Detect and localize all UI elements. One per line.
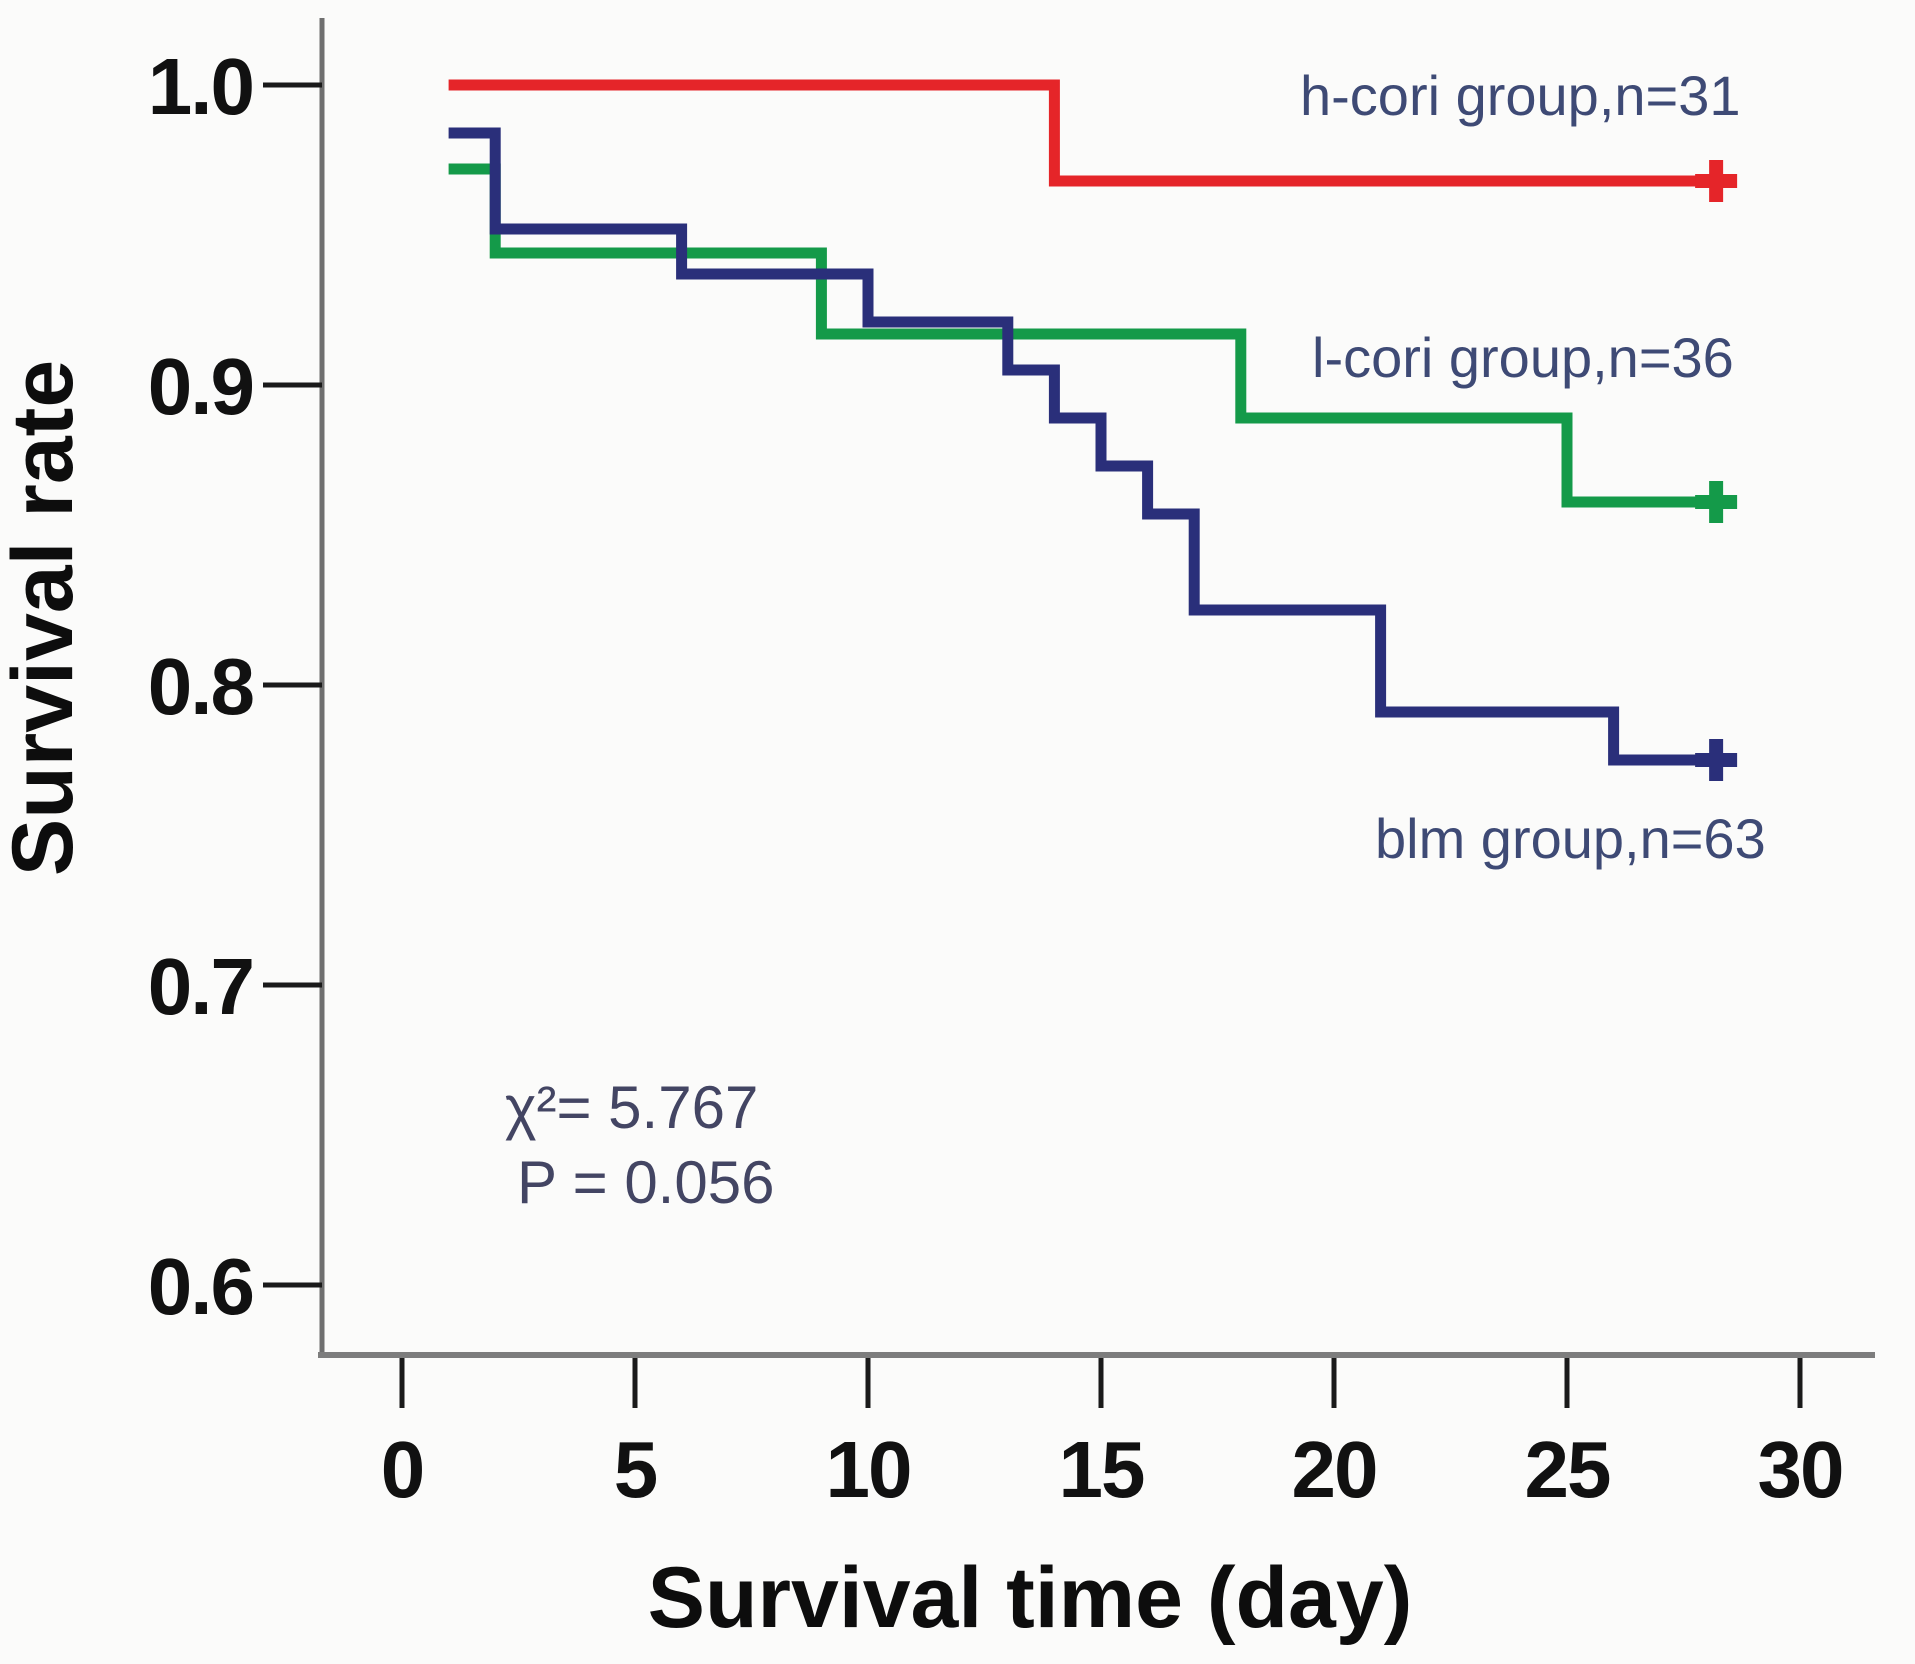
censor-mark-l-cori-group [1695, 481, 1738, 523]
axes-layer: 1.0 0.9 0.8 0.7 0.6 0 5 10 15 20 25 30 [148, 18, 1875, 1514]
y-tick-label-0.7: 0.7 [148, 942, 253, 1031]
y-tick-label-0.6: 0.6 [148, 1242, 253, 1331]
p-value-annotation: P = 0.056 [517, 1149, 774, 1216]
series-layer [448, 79, 1738, 781]
censor-mark-h-cori-group [1695, 160, 1738, 202]
x-axis-title: Survival time (day) [648, 1550, 1413, 1646]
x-tick-label-10: 10 [826, 1425, 911, 1514]
y-tick-label-0.8: 0.8 [148, 642, 254, 731]
x-tick-label-20: 20 [1292, 1425, 1377, 1514]
chi-square-annotation: χ²= 5.767 [505, 1074, 758, 1141]
x-tick-label-0: 0 [381, 1425, 424, 1514]
x-tick-label-30: 30 [1758, 1425, 1843, 1514]
y-tick-label-1.0: 1.0 [148, 42, 253, 131]
x-tick-label-5: 5 [614, 1425, 657, 1514]
survival-curve-blm-group [448, 127, 1717, 766]
y-axis-title: Survival rate [0, 360, 91, 876]
series-label-blm-group: blm group,n=63 [1375, 807, 1766, 870]
survival-curve-h-cori-group [448, 79, 1717, 187]
y-tick-label-0.9: 0.9 [148, 342, 253, 431]
x-tick-label-25: 25 [1525, 1425, 1610, 1514]
series-label-l-cori-group: l-cori group,n=36 [1312, 326, 1734, 389]
censor-mark-blm-group [1695, 739, 1738, 781]
x-tick-label-15: 15 [1059, 1425, 1144, 1514]
series-label-h-cori-group: h-cori group,n=31 [1300, 64, 1741, 127]
